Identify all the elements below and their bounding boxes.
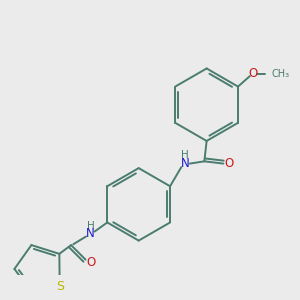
Text: H: H [181, 150, 188, 161]
Text: H: H [87, 220, 95, 231]
Text: O: O [86, 256, 96, 269]
Text: N: N [181, 157, 190, 170]
Text: S: S [56, 280, 64, 293]
Text: CH₃: CH₃ [272, 69, 290, 79]
Text: O: O [248, 68, 257, 80]
Text: N: N [86, 227, 94, 240]
Text: O: O [225, 157, 234, 170]
